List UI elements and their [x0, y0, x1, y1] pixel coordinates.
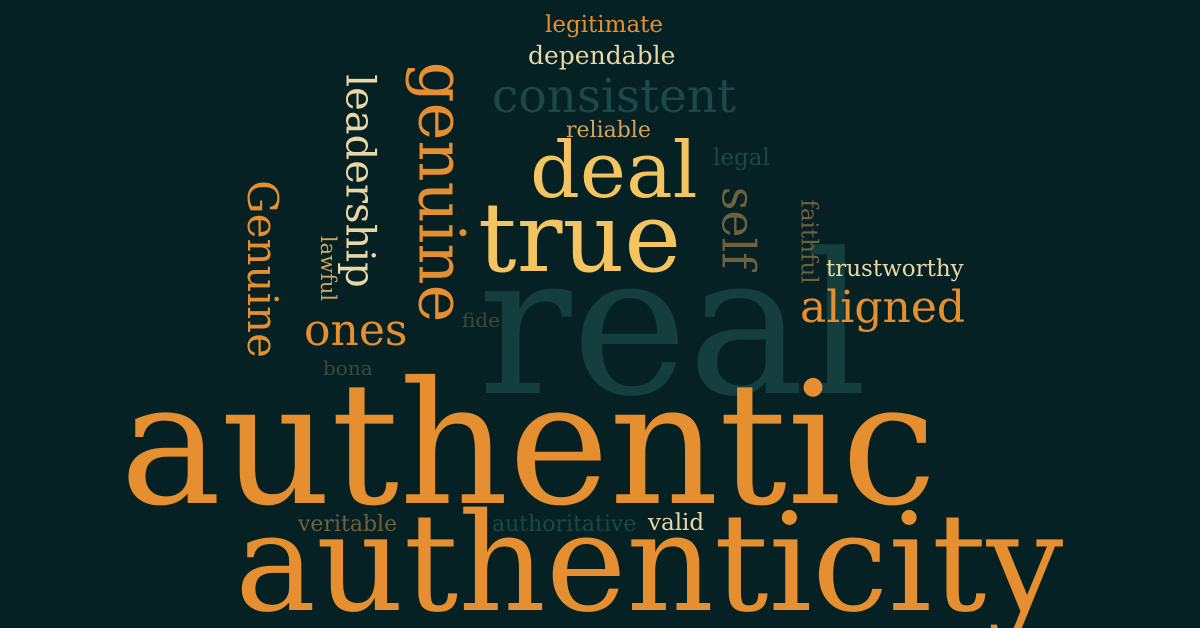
word-legitimate: legitimate: [545, 12, 664, 38]
word-dependable: dependable: [528, 41, 676, 70]
word-genuine-cap: Genuine: [237, 180, 287, 358]
word-self: self: [711, 186, 766, 270]
word-authenticity: authenticity: [235, 485, 1064, 628]
word-leadership: leadership: [336, 74, 383, 288]
word-legal: legal: [713, 145, 770, 171]
word-lawful: lawful: [316, 235, 341, 302]
word-aligned: aligned: [800, 282, 966, 333]
word-authentic: authentic: [120, 346, 937, 544]
word-authoritative: authoritative: [492, 512, 637, 537]
word-reliable: reliable: [566, 118, 651, 143]
word-consistent: consistent: [492, 69, 737, 124]
word-bona: bona: [323, 356, 373, 380]
word-deal: deal: [530, 126, 698, 216]
word-ones: ones: [304, 305, 408, 356]
word-fide: fide: [462, 308, 500, 332]
word-true: true: [478, 182, 682, 294]
word-veritable: veritable: [298, 512, 398, 537]
word-real: real: [478, 212, 868, 440]
word-faithful: faithful: [795, 199, 822, 284]
word-genuine-lower: genuine: [403, 61, 478, 323]
word-trustworthy: trustworthy: [826, 256, 964, 282]
word-valid: valid: [648, 510, 705, 536]
